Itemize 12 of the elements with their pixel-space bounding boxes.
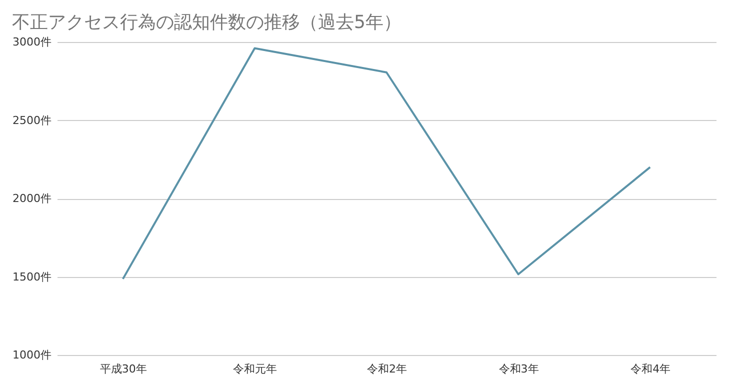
y-tick-label: 2000件: [12, 192, 52, 205]
x-tick-label: 令和3年: [498, 362, 539, 376]
x-tick-label: 令和2年: [367, 362, 407, 376]
x-tick-label: 令和4年: [630, 362, 671, 376]
y-tick-label: 1000件: [12, 348, 52, 362]
line-series: [122, 47, 652, 280]
y-tick-label: 1500件: [12, 270, 52, 284]
y-tick-label: 2500件: [12, 114, 52, 127]
y-tick-label: 3000件: [12, 36, 52, 48]
x-tick-label: 平成30年: [100, 362, 147, 376]
chart-title: 不正アクセス行為の認知件数の推移（過去5年）: [12, 12, 402, 33]
x-tick-label: 令和元年: [233, 362, 278, 376]
